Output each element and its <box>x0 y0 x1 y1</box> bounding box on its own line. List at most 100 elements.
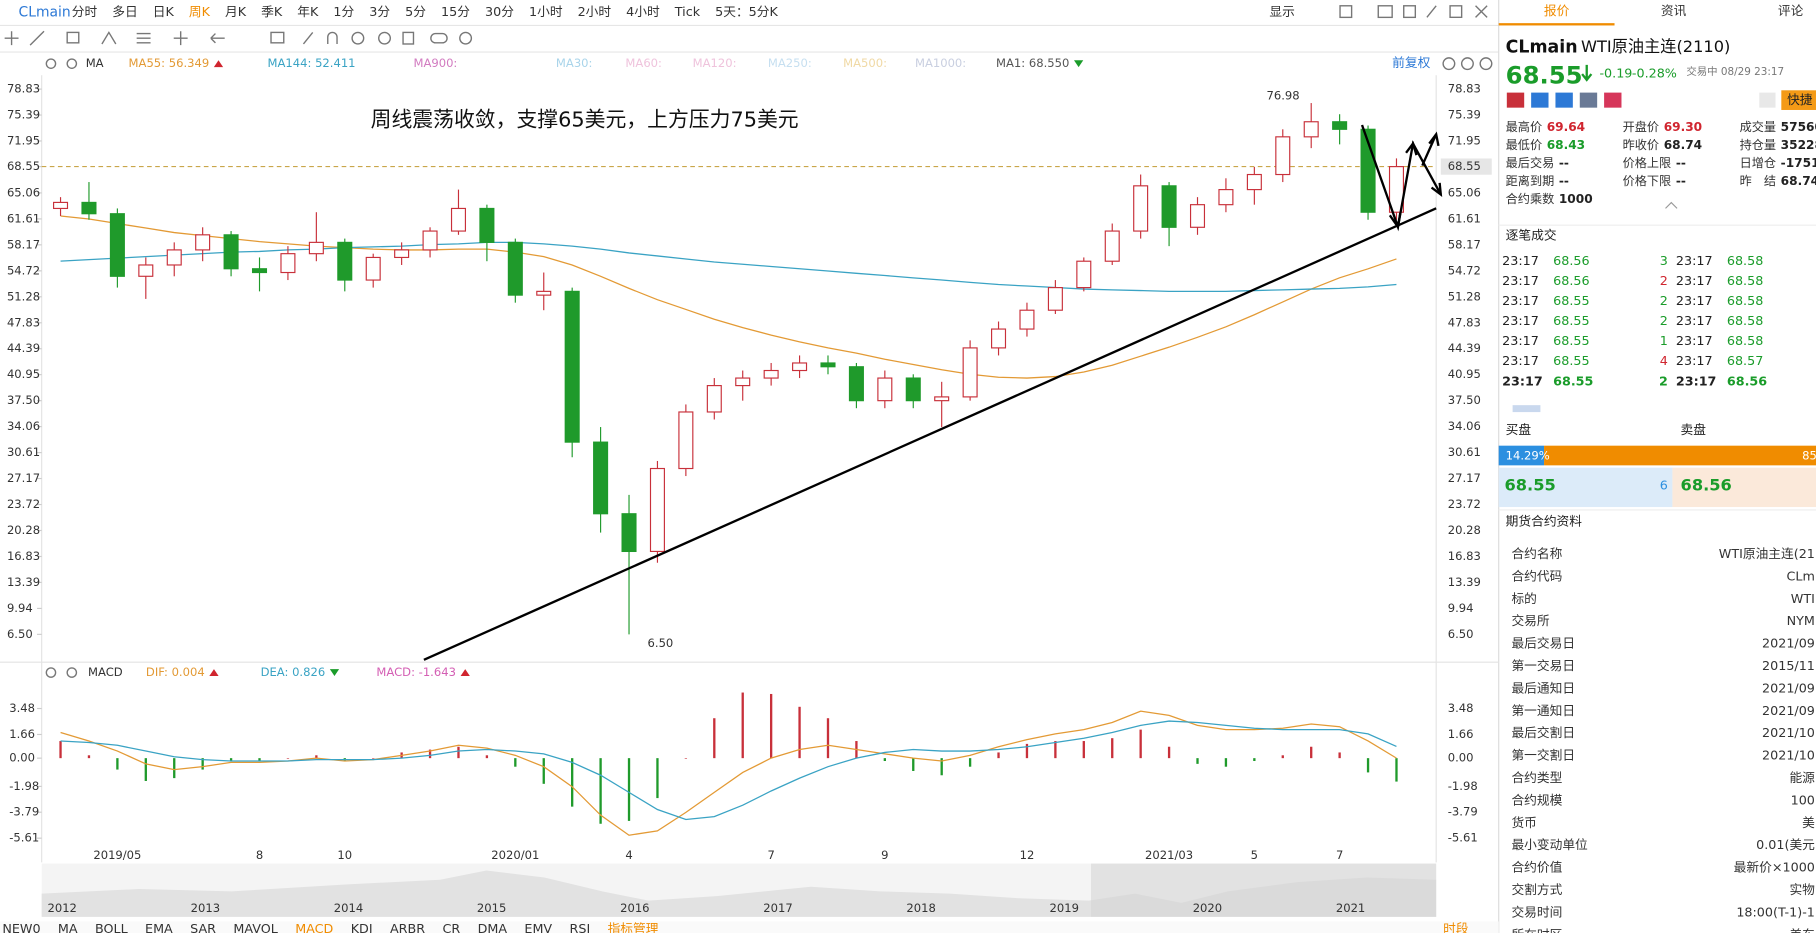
quote-label: 昨收价 <box>1623 138 1659 152</box>
symbol[interactable]: CLmain <box>19 5 71 21</box>
indicator-tab[interactable]: NEW0 <box>2 922 40 933</box>
tool-icon[interactable] <box>66 31 80 44</box>
side-tab[interactable]: 评论 <box>1778 4 1804 19</box>
side-tab[interactable]: 资讯 <box>1661 4 1687 19</box>
period-tab[interactable]: 季K <box>261 5 283 20</box>
indicator-tab[interactable]: MA <box>58 922 78 933</box>
close-icon[interactable] <box>66 667 78 678</box>
tool-icon[interactable] <box>136 32 151 44</box>
tool-icon[interactable] <box>1449 5 1463 19</box>
indicator-tab[interactable]: RSI <box>570 922 591 933</box>
info-value: CLm <box>1787 569 1815 584</box>
panel-icon[interactable] <box>1479 57 1493 71</box>
favorite-icon[interactable] <box>1604 92 1622 108</box>
period-tab[interactable]: 3分 <box>369 5 390 20</box>
trade-time: 23:17 <box>1676 314 1713 329</box>
y-tick-label: 51.28 <box>1448 289 1481 303</box>
indicator-tab[interactable]: MAVOL <box>233 922 278 933</box>
tool-icon[interactable] <box>1339 5 1353 19</box>
period-tab[interactable]: 多日 <box>112 5 137 20</box>
indicator-tab[interactable]: CR <box>442 922 460 933</box>
info-label: 交易时间 <box>1511 904 1562 920</box>
flag-icon[interactable] <box>1506 92 1525 108</box>
info-value: 2021/09 <box>1762 681 1815 696</box>
drawing-tools[interactable] <box>4 5 1493 678</box>
indicator-tab[interactable]: EMV <box>524 922 552 933</box>
y-tick-label: 30.61 <box>1448 445 1481 459</box>
trade-time: 23:17 <box>1676 354 1713 369</box>
candle-body <box>1246 173 1262 191</box>
tool-icon[interactable] <box>351 31 365 45</box>
info-label: 合约规模 <box>1511 793 1562 808</box>
period-tab[interactable]: 15分 <box>441 5 470 20</box>
indicator-tab[interactable]: 指标管理 <box>608 922 659 933</box>
candle-body <box>365 256 381 281</box>
down-triangle <box>329 669 340 677</box>
candle-body <box>1218 189 1234 206</box>
macd-bar <box>87 755 91 759</box>
session-tab[interactable]: 时段 <box>1443 922 1469 933</box>
tool-icon[interactable] <box>402 31 415 45</box>
legend-item: MA55: 56.349 <box>129 56 210 70</box>
period-tab[interactable]: 2小时 <box>578 5 612 20</box>
settings-icon[interactable] <box>45 667 57 678</box>
tool-icon[interactable] <box>1475 5 1488 18</box>
tool-icon[interactable] <box>4 31 19 46</box>
period-tab[interactable]: 30分 <box>485 5 514 20</box>
quote-label: 最后交易 <box>1506 155 1555 170</box>
indicator-tab[interactable]: MACD <box>295 922 333 933</box>
side-tab[interactable]: 报价 <box>1544 4 1570 19</box>
tool-icon[interactable] <box>101 31 117 45</box>
period-tab[interactable]: 月K <box>225 5 247 20</box>
indicator-tab[interactable]: SAR <box>190 922 216 933</box>
period-tab[interactable]: 5天：5分K <box>715 5 778 20</box>
indicator-tab[interactable]: EMA <box>145 922 173 933</box>
settings-icon[interactable] <box>45 58 57 69</box>
feature-icon[interactable] <box>1555 92 1573 108</box>
indicator-tab[interactable]: KDJ <box>351 922 373 933</box>
period-tab[interactable]: Tick <box>674 5 701 20</box>
tool-icon[interactable] <box>1377 5 1393 19</box>
period-tab[interactable]: 年K <box>297 5 319 20</box>
period-tab[interactable]: 5分 <box>405 5 426 20</box>
tool-icon[interactable] <box>378 31 392 45</box>
indicator-tab[interactable]: DMA <box>478 922 508 933</box>
tool-icon[interactable] <box>29 30 45 46</box>
quick-button[interactable] <box>1781 90 1816 110</box>
navigator-window[interactable] <box>1091 863 1437 917</box>
quote-value: 69.64 <box>1547 120 1585 134</box>
legend-item: MA900: <box>413 56 457 70</box>
feature-icon[interactable] <box>1579 92 1598 108</box>
panel-icon[interactable] <box>1442 57 1456 71</box>
indicator-tab[interactable]: BOLL <box>95 922 129 933</box>
quick-label[interactable]: 快捷 <box>1787 93 1813 108</box>
period-tab[interactable]: 4小时 <box>626 5 660 20</box>
scroll-thumb[interactable] <box>1512 405 1541 413</box>
tool-icon[interactable] <box>1403 5 1417 19</box>
period-tab[interactable]: 分时 <box>72 5 98 20</box>
tool-icon[interactable] <box>1426 5 1437 18</box>
adjust-toggle[interactable]: 前复权 <box>1392 55 1430 71</box>
tool-icon[interactable] <box>173 31 188 46</box>
tool-icon[interactable] <box>302 31 314 45</box>
quote-label: 价格上限 <box>1623 155 1672 170</box>
collapse-icon[interactable] <box>1665 201 1678 209</box>
y-tick-label: 51.28 <box>7 289 40 303</box>
period-tab[interactable]: 1分 <box>333 5 354 20</box>
macd-bar <box>173 758 176 779</box>
period-tab[interactable]: 周K <box>189 5 211 20</box>
feature-icon[interactable] <box>1531 92 1549 108</box>
tool-icon[interactable] <box>210 33 225 44</box>
tool-icon[interactable] <box>327 31 338 44</box>
bell-icon[interactable] <box>1759 92 1776 108</box>
tool-icon[interactable] <box>270 31 285 44</box>
period-tab[interactable]: 日K <box>153 5 175 20</box>
indicator-tab[interactable]: ARBR <box>390 922 425 933</box>
display-menu[interactable]: 显示 <box>1269 5 1294 20</box>
quote-label: 日增仓 <box>1740 155 1776 170</box>
tool-icon[interactable] <box>430 32 448 44</box>
panel-icon[interactable] <box>1460 57 1474 71</box>
close-icon[interactable] <box>66 58 78 69</box>
period-tab[interactable]: 1小时 <box>529 5 563 20</box>
tool-icon[interactable] <box>459 31 473 45</box>
